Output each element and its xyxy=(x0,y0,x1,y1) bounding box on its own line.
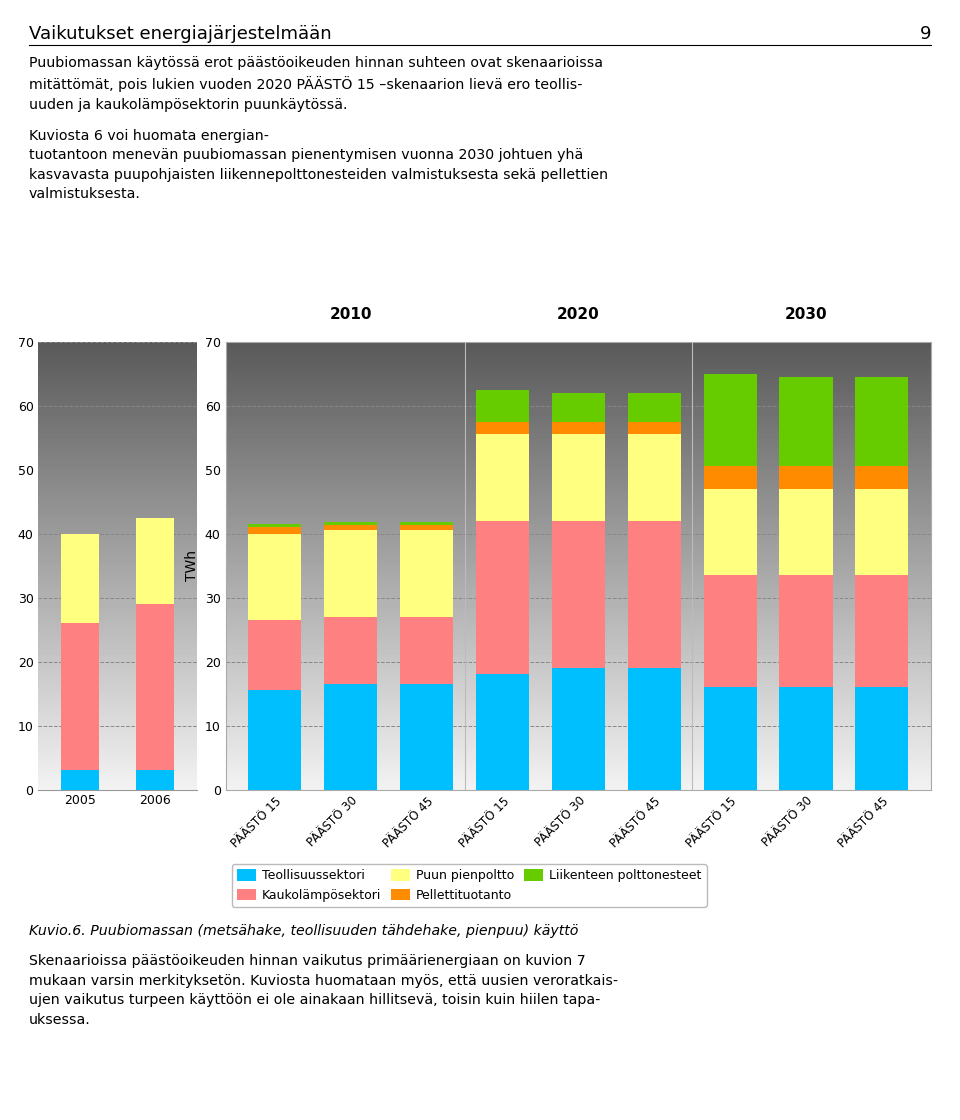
Text: 9: 9 xyxy=(920,25,931,43)
Text: 2020: 2020 xyxy=(557,307,600,323)
Bar xyxy=(400,684,453,790)
Text: Vaikutukset energiajärjestelmään: Vaikutukset energiajärjestelmään xyxy=(29,25,331,43)
Text: Puubiomassan käytössä erot päästöoikeuden hinnan suhteen ovat skenaarioissa
mitä: Puubiomassan käytössä erot päästöoikeude… xyxy=(29,56,603,112)
Bar xyxy=(324,522,377,525)
Bar xyxy=(136,771,174,790)
Bar xyxy=(552,421,605,435)
Bar xyxy=(628,521,681,668)
Bar xyxy=(400,522,453,525)
Bar xyxy=(704,374,756,466)
Bar xyxy=(61,771,99,790)
Bar xyxy=(61,623,99,771)
Bar xyxy=(249,524,301,528)
Bar xyxy=(855,466,908,488)
Bar xyxy=(476,521,529,674)
Bar xyxy=(704,488,756,576)
Y-axis label: TWh: TWh xyxy=(185,550,199,581)
Bar xyxy=(855,488,908,576)
Bar xyxy=(324,684,377,790)
Bar xyxy=(628,421,681,435)
Bar xyxy=(780,576,832,688)
Bar xyxy=(400,617,453,684)
Bar xyxy=(324,617,377,684)
Bar xyxy=(628,435,681,521)
Bar xyxy=(552,393,605,421)
Bar xyxy=(780,376,832,466)
Bar xyxy=(704,466,756,488)
Bar xyxy=(324,525,377,531)
Bar xyxy=(476,421,529,435)
Bar xyxy=(704,688,756,790)
Bar xyxy=(780,466,832,488)
Bar xyxy=(324,531,377,617)
Text: Skenaarioissa päästöoikeuden hinnan vaikutus primäärienergiaan on kuvion 7
mukaa: Skenaarioissa päästöoikeuden hinnan vaik… xyxy=(29,954,618,1027)
Bar xyxy=(400,525,453,531)
Bar xyxy=(61,533,99,623)
Bar xyxy=(780,688,832,790)
Bar xyxy=(855,576,908,688)
Bar xyxy=(249,690,301,790)
Bar xyxy=(628,668,681,790)
Legend: Teollisuussektori, Kaukolämpösektori, Puun pienpoltto, Pellettituotanto, Liikent: Teollisuussektori, Kaukolämpösektori, Pu… xyxy=(232,865,707,906)
Bar xyxy=(476,390,529,421)
Bar xyxy=(400,531,453,617)
Bar xyxy=(249,533,301,620)
Bar xyxy=(136,604,174,771)
Bar xyxy=(855,376,908,466)
Bar xyxy=(704,576,756,688)
Text: Kuvio.6. Puubiomassan (metsähake, teollisuuden tähdehake, pienpuu) käyttö: Kuvio.6. Puubiomassan (metsähake, teolli… xyxy=(29,924,578,939)
Bar xyxy=(249,528,301,533)
Bar xyxy=(552,668,605,790)
Bar xyxy=(249,620,301,690)
Text: 2010: 2010 xyxy=(329,307,372,323)
Bar xyxy=(476,674,529,790)
Bar xyxy=(552,521,605,668)
Bar xyxy=(552,435,605,521)
Text: Kuviosta 6 voi huomata energian-
tuotantoon menevän puubiomassan pienentymisen v: Kuviosta 6 voi huomata energian- tuotant… xyxy=(29,129,608,202)
Bar xyxy=(628,393,681,421)
Bar xyxy=(476,435,529,521)
Bar xyxy=(855,688,908,790)
Bar xyxy=(780,488,832,576)
Bar xyxy=(136,517,174,604)
Text: 2030: 2030 xyxy=(784,307,828,323)
